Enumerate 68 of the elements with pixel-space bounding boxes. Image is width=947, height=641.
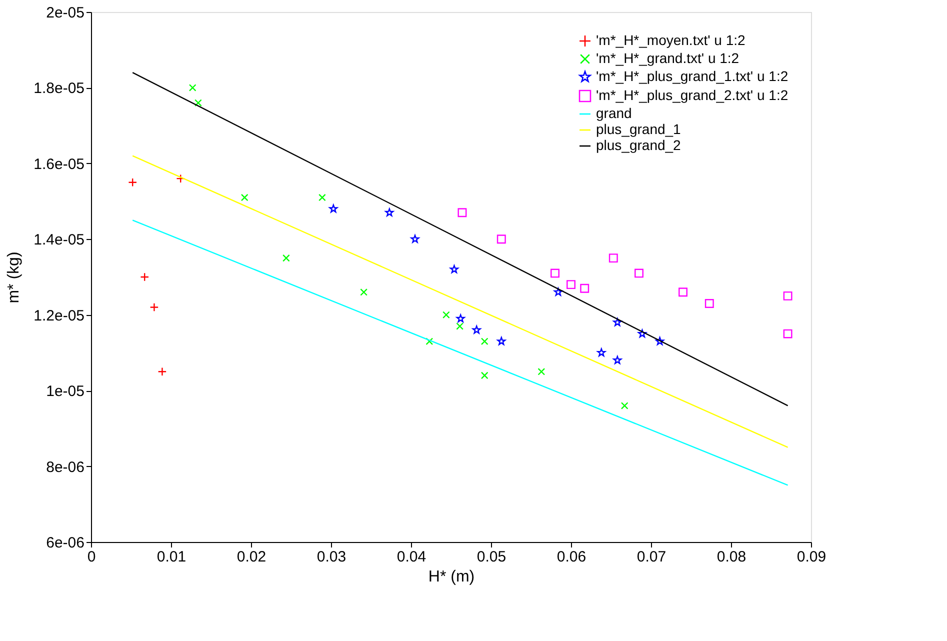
point: [282, 254, 290, 262]
point: [329, 204, 338, 213]
point: [608, 254, 618, 263]
x-tick-label: 0.07: [636, 548, 666, 566]
point: [656, 336, 664, 346]
x-axis-title: H* (m): [428, 568, 475, 586]
point: [158, 367, 167, 376]
point: [497, 336, 506, 346]
point: [188, 84, 196, 92]
x-tick-label: 0.09: [796, 548, 826, 566]
y-tick-label: 1.4e-05: [34, 232, 84, 249]
legend-label: 'm*_H*_plus_grand_2.txt' u 1:2: [596, 87, 788, 103]
point: [554, 288, 562, 296]
point: [450, 264, 458, 274]
point: [538, 368, 546, 376]
point: [456, 322, 464, 330]
point: [426, 338, 434, 346]
point: [360, 288, 368, 296]
legend-label: 'm*_H*_plus_grand_1.txt' u 1:2: [596, 68, 788, 84]
point: [613, 318, 622, 326]
point: [140, 272, 150, 282]
point: [128, 178, 138, 187]
point: [638, 329, 646, 338]
y-tick-label: 1.8e-05: [34, 80, 84, 98]
point: [176, 174, 186, 184]
point: [678, 288, 688, 297]
point: [550, 268, 560, 278]
x-tick-label: 0.01: [156, 548, 186, 566]
point: [458, 208, 467, 218]
x-tick-label: 0.06: [556, 548, 586, 566]
point: [496, 234, 506, 244]
point: [442, 311, 450, 319]
y-tick-label: 6e-06: [46, 534, 84, 552]
point: [613, 356, 622, 364]
x-tick-label: 0: [87, 548, 96, 566]
point: [480, 338, 488, 346]
point: [385, 208, 394, 216]
y-tick-label: 1e-05: [46, 383, 84, 400]
point: [194, 99, 202, 107]
y-tick-label: 1.6e-05: [34, 156, 84, 173]
legend-label: grand: [596, 105, 632, 121]
x-tick-label: 0.08: [716, 548, 746, 566]
legend-label: plus_grand_1: [596, 121, 682, 137]
legend-label: 'm*_H*_grand.txt' u 1:2: [596, 50, 740, 66]
point: [480, 372, 488, 380]
point: [597, 348, 606, 356]
point: [240, 194, 248, 202]
point: [704, 299, 714, 308]
y-axis-title: m* (kg): [6, 252, 23, 304]
point: [566, 280, 576, 290]
x-tick-label: 0.03: [316, 548, 346, 566]
y-tick-label: 1.2e-05: [34, 307, 84, 324]
point: [580, 284, 590, 293]
point: [634, 268, 644, 278]
point: [150, 302, 159, 312]
legend-label: 'm*_H*_moyen.txt' u 1:2: [596, 32, 746, 48]
point: [456, 314, 465, 322]
x-tick-label: 0.04: [396, 548, 426, 566]
point: [318, 194, 326, 202]
x-tick-label: 0.05: [476, 548, 506, 566]
point: [620, 402, 628, 410]
legend-label: plus_grand_2: [596, 137, 682, 153]
y-tick-label: 2e-05: [46, 4, 84, 22]
y-tick-label: 8e-06: [46, 458, 84, 476]
x-tick-label: 0.02: [236, 548, 266, 566]
point: [783, 291, 792, 300]
point: [783, 329, 792, 338]
point: [410, 234, 420, 243]
